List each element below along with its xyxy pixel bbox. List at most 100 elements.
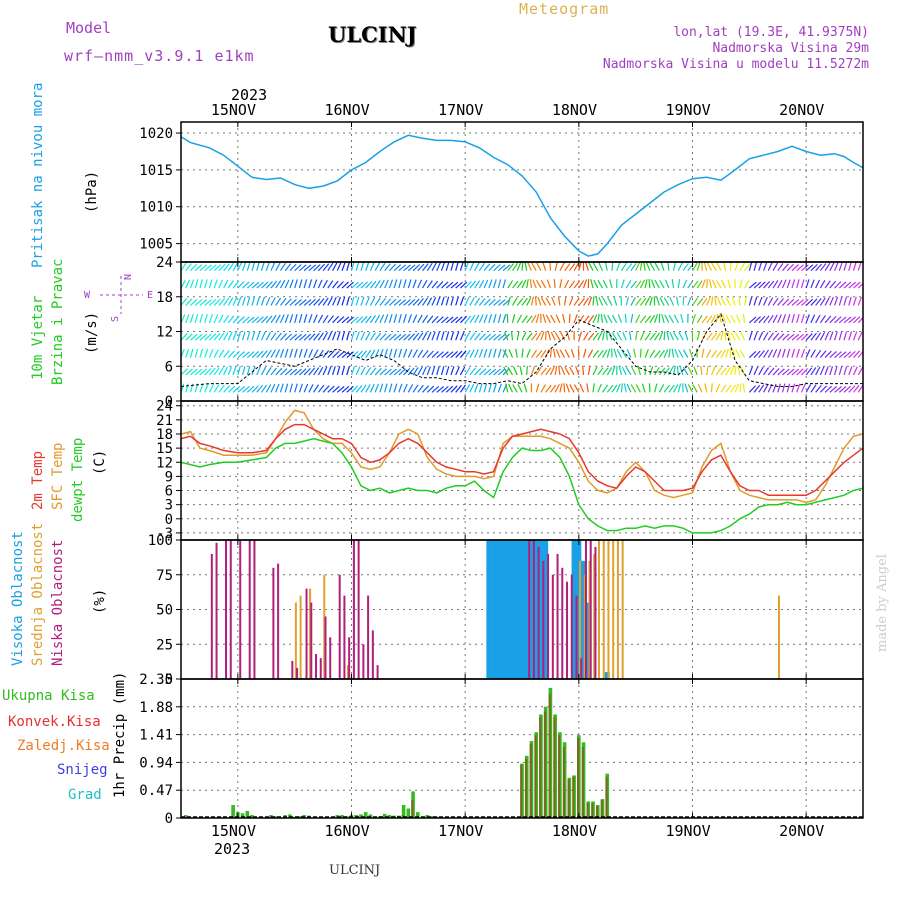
wind-arrow (602, 279, 608, 289)
cloud-bar (215, 542, 218, 679)
wind-arrow (744, 263, 751, 272)
wind-arrow (853, 316, 861, 324)
wind-arrow (464, 315, 472, 324)
wind-arrow (526, 365, 528, 375)
cloud-bar (505, 540, 511, 679)
wind-arrow (374, 280, 381, 289)
wind-arrow (648, 279, 651, 289)
precip-conv-bar (562, 747, 565, 818)
cloud-title-1: Visoka Oblacnost (10, 531, 26, 666)
wind-arrow (635, 262, 640, 271)
cloud-bar (561, 567, 564, 679)
wind-arrow (810, 367, 817, 376)
wind-arrow (553, 279, 556, 289)
wind-arrow (737, 366, 741, 376)
wind-arrow (838, 351, 847, 359)
wind-arrow (645, 262, 651, 271)
wind-arrow (502, 264, 511, 272)
wind-arrow (483, 333, 492, 341)
wind-arrow (573, 280, 581, 289)
precip-conv-bar (539, 717, 542, 818)
wind-arrow (407, 349, 413, 358)
wind-arrow (843, 316, 852, 324)
bottom-day-label: 19NOV (666, 822, 711, 840)
wind-arrow (583, 332, 589, 341)
wind-arrow (701, 279, 706, 289)
wind-arrow (598, 296, 604, 306)
wind-arrow (464, 296, 470, 306)
wind-arrow (369, 332, 376, 341)
wind-arrow (294, 313, 298, 323)
wind-arrow (336, 386, 345, 393)
wind-arrow (791, 313, 795, 323)
wind-arrow (563, 383, 566, 393)
wind-arrow (800, 314, 805, 323)
wind-arrow (649, 262, 656, 271)
wind-arrow (857, 262, 862, 271)
wind-arrow (617, 314, 623, 324)
wind-arrow (609, 279, 613, 289)
wind-arrow (469, 262, 475, 271)
wind-arrow (848, 281, 857, 289)
wind-arrow (663, 367, 670, 376)
cloud-bar (543, 540, 549, 679)
cloud-bar (348, 637, 351, 679)
wind-arrow (696, 298, 704, 306)
wind-arrow (459, 315, 468, 324)
wind-arrow (431, 366, 436, 376)
wind-arrow (695, 348, 698, 358)
wind-arrow (597, 331, 603, 341)
wind-arrow (593, 279, 599, 289)
wind-arrow (805, 384, 812, 393)
wind-arrow (474, 349, 479, 358)
wind-arrow (786, 298, 795, 306)
wind-arrow (261, 350, 268, 358)
wind-arrow (327, 385, 335, 393)
wind-arrow (848, 296, 852, 306)
wind-arrow (355, 262, 360, 271)
wind-arrow (445, 316, 454, 324)
wind-arrow (819, 385, 828, 393)
cloud-bar (343, 595, 346, 679)
wind-arrow (677, 262, 683, 271)
wind-arrow (299, 333, 307, 341)
wind-arrow (199, 279, 203, 289)
wind-arrow (369, 367, 377, 376)
wind-arrow (279, 279, 286, 289)
wind-arrow (189, 348, 194, 358)
wind-arrow (692, 297, 698, 306)
wind-arrow (227, 366, 233, 376)
wind-arrow (526, 332, 533, 341)
wind-arrow (552, 348, 556, 358)
y-tick-label: 0 (165, 512, 173, 528)
temp-unit: (C) (92, 450, 108, 475)
wind-arrow (536, 262, 542, 271)
wind-arrow (639, 331, 645, 341)
wind-arrow (478, 333, 486, 341)
cloud-bar (537, 546, 540, 679)
wind-arrow (786, 348, 791, 358)
wind-arrow (777, 368, 785, 376)
wind-arrow (303, 368, 311, 376)
wind-arrow (526, 279, 529, 289)
wind-arrow (493, 333, 501, 341)
wind-arrow (843, 296, 848, 306)
wind-arrow (431, 262, 437, 271)
wind-arrow (441, 281, 449, 289)
compass-south: S (110, 316, 121, 322)
wind-arrow (715, 367, 722, 376)
wind-arrow (669, 331, 675, 341)
wind-arrow (762, 262, 768, 271)
wind-arrow (270, 349, 276, 358)
wind-arrow (682, 263, 689, 272)
wind-arrow (535, 332, 542, 341)
sfc-temp-line (181, 409, 863, 504)
bottom-day-label: 17NOV (438, 822, 483, 840)
wind-arrow (810, 314, 816, 324)
cloud-bar (576, 540, 582, 679)
wind-arrow (838, 316, 847, 324)
wind-arrow (613, 296, 618, 306)
wind-arrow (279, 298, 287, 306)
wind-arrow (237, 296, 242, 306)
wind-arrow (720, 331, 724, 341)
